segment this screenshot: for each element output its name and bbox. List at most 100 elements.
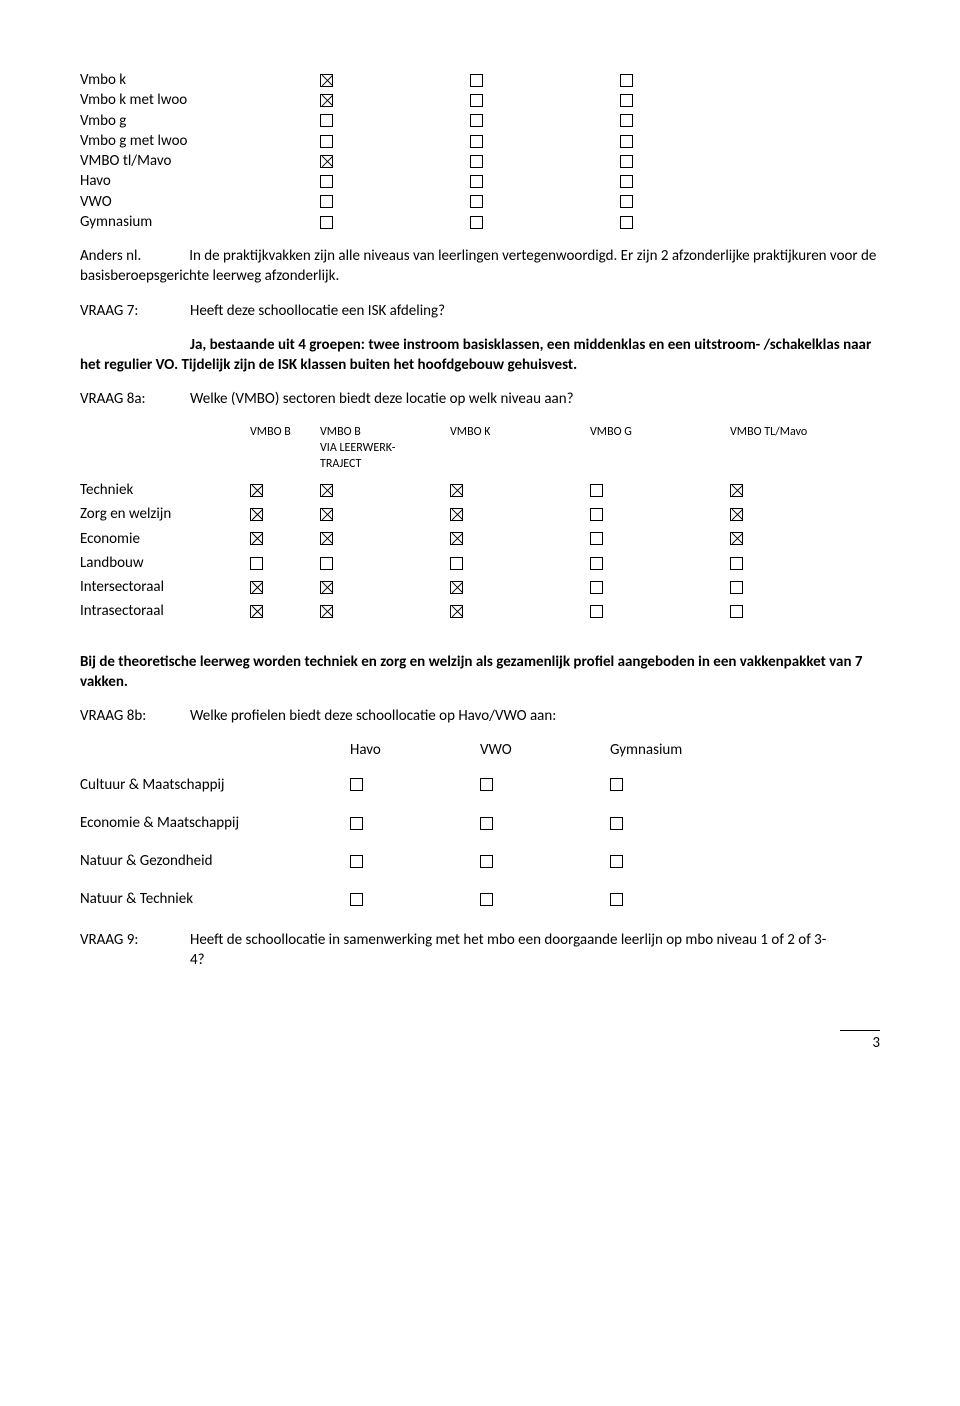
profiles-table: Cultuur & MaatschappijEconomie & Maatsch… bbox=[80, 775, 880, 910]
level-label: VWO bbox=[80, 192, 320, 212]
question-7-text: Heeft deze schoollocatie een ISK afdelin… bbox=[190, 301, 445, 321]
question-8b-tag: VRAAG 8b: bbox=[80, 706, 190, 726]
level-label: Vmbo g bbox=[80, 111, 320, 131]
checkbox[interactable] bbox=[320, 605, 333, 618]
sector-header: VMBO TL/Mavo bbox=[730, 424, 850, 473]
checkbox[interactable] bbox=[480, 817, 493, 830]
checkbox[interactable] bbox=[350, 778, 363, 791]
checkbox[interactable] bbox=[590, 508, 603, 521]
checkbox[interactable] bbox=[470, 114, 483, 127]
sectors-table-header: VMBO BVMBO BVIA LEERWERK-TRAJECTVMBO K VM… bbox=[80, 424, 880, 473]
sector-header: VMBO B bbox=[250, 424, 320, 473]
checkbox[interactable] bbox=[730, 532, 743, 545]
checkbox[interactable] bbox=[730, 581, 743, 594]
checkbox[interactable] bbox=[320, 557, 333, 570]
checkbox[interactable] bbox=[350, 893, 363, 906]
question-8b-text: Welke profielen biedt deze schoollocatie… bbox=[190, 706, 556, 726]
page-footer: 3 bbox=[80, 1030, 880, 1053]
checkbox[interactable] bbox=[620, 175, 633, 188]
checkbox[interactable] bbox=[480, 778, 493, 791]
checkbox[interactable] bbox=[730, 484, 743, 497]
checkbox[interactable] bbox=[320, 155, 333, 168]
checkbox[interactable] bbox=[250, 484, 263, 497]
checkbox[interactable] bbox=[610, 855, 623, 868]
question-7: VRAAG 7: Heeft deze schoollocatie een IS… bbox=[80, 301, 880, 321]
checkbox[interactable] bbox=[470, 74, 483, 87]
profile-label: Cultuur & Maatschappij bbox=[80, 775, 350, 795]
checkbox[interactable] bbox=[320, 114, 333, 127]
checkbox[interactable] bbox=[320, 195, 333, 208]
checkbox[interactable] bbox=[730, 605, 743, 618]
checkbox[interactable] bbox=[250, 605, 263, 618]
checkbox[interactable] bbox=[470, 135, 483, 148]
checkbox[interactable] bbox=[250, 508, 263, 521]
question-8a-text: Welke (VMBO) sectoren biedt deze locatie… bbox=[190, 389, 574, 409]
checkbox[interactable] bbox=[470, 195, 483, 208]
checkbox[interactable] bbox=[610, 778, 623, 791]
checkbox[interactable] bbox=[470, 175, 483, 188]
checkbox[interactable] bbox=[320, 175, 333, 188]
checkbox[interactable] bbox=[470, 94, 483, 107]
checkbox[interactable] bbox=[320, 216, 333, 229]
profiles-table-header: HavoVWOGymnasium bbox=[80, 740, 880, 760]
checkbox[interactable] bbox=[250, 557, 263, 570]
question-8b: VRAAG 8b: Welke profielen biedt deze sch… bbox=[80, 706, 880, 726]
checkbox[interactable] bbox=[620, 155, 633, 168]
checkbox[interactable] bbox=[590, 532, 603, 545]
checkbox[interactable] bbox=[470, 155, 483, 168]
checkbox[interactable] bbox=[450, 581, 463, 594]
checkbox[interactable] bbox=[320, 508, 333, 521]
checkbox[interactable] bbox=[590, 484, 603, 497]
checkbox[interactable] bbox=[350, 817, 363, 830]
anders-label: Anders nl. bbox=[80, 247, 141, 265]
sector-label: Zorg en welzijn bbox=[80, 504, 250, 524]
checkbox[interactable] bbox=[320, 484, 333, 497]
checkbox[interactable] bbox=[480, 893, 493, 906]
checkbox[interactable] bbox=[730, 557, 743, 570]
checkbox[interactable] bbox=[480, 855, 493, 868]
level-label: Vmbo k met lwoo bbox=[80, 90, 320, 110]
checkbox[interactable] bbox=[450, 508, 463, 521]
checkbox[interactable] bbox=[610, 893, 623, 906]
checkbox[interactable] bbox=[450, 557, 463, 570]
question-9-text: Heeft de schoollocatie in samenwerking m… bbox=[190, 930, 830, 971]
question-7-tag: VRAAG 7: bbox=[80, 301, 190, 321]
checkbox[interactable] bbox=[620, 195, 633, 208]
education-levels-table: Vmbo kVmbo k met lwooVmbo gVmbo g met lw… bbox=[80, 70, 880, 232]
checkbox[interactable] bbox=[590, 557, 603, 570]
level-label: Vmbo k bbox=[80, 70, 320, 90]
question-7-answer: Ja, bestaande uit 4 groepen: twee instro… bbox=[80, 335, 880, 376]
checkbox[interactable] bbox=[450, 605, 463, 618]
checkbox[interactable] bbox=[350, 855, 363, 868]
checkbox[interactable] bbox=[320, 135, 333, 148]
profile-header: VWO bbox=[480, 740, 610, 760]
checkbox[interactable] bbox=[320, 532, 333, 545]
anders-text: In de praktijkvakken zijn alle niveaus v… bbox=[80, 247, 876, 285]
checkbox[interactable] bbox=[250, 581, 263, 594]
checkbox[interactable] bbox=[250, 532, 263, 545]
checkbox[interactable] bbox=[590, 605, 603, 618]
anders-paragraph: Anders nl.In de praktijkvakken zijn alle… bbox=[80, 246, 880, 287]
note-8: Bij de theoretische leerweg worden techn… bbox=[80, 652, 880, 693]
checkbox[interactable] bbox=[620, 94, 633, 107]
question-8a: VRAAG 8a: Welke (VMBO) sectoren biedt de… bbox=[80, 389, 880, 409]
sector-header: VMBO K bbox=[450, 424, 590, 473]
checkbox[interactable] bbox=[590, 581, 603, 594]
checkbox[interactable] bbox=[620, 135, 633, 148]
sectors-table: TechniekZorg en welzijnEconomieLandbouwI… bbox=[80, 480, 880, 622]
sector-header: VMBO BVIA LEERWERK-TRAJECT bbox=[320, 424, 450, 473]
level-label: Gymnasium bbox=[80, 212, 320, 232]
checkbox[interactable] bbox=[620, 74, 633, 87]
level-label: Vmbo g met lwoo bbox=[80, 131, 320, 151]
checkbox[interactable] bbox=[450, 484, 463, 497]
checkbox[interactable] bbox=[320, 94, 333, 107]
checkbox[interactable] bbox=[470, 216, 483, 229]
checkbox[interactable] bbox=[320, 74, 333, 87]
checkbox[interactable] bbox=[320, 581, 333, 594]
checkbox[interactable] bbox=[730, 508, 743, 521]
checkbox[interactable] bbox=[620, 216, 633, 229]
question-9-tag: VRAAG 9: bbox=[80, 930, 190, 971]
checkbox[interactable] bbox=[450, 532, 463, 545]
checkbox[interactable] bbox=[610, 817, 623, 830]
checkbox[interactable] bbox=[620, 114, 633, 127]
